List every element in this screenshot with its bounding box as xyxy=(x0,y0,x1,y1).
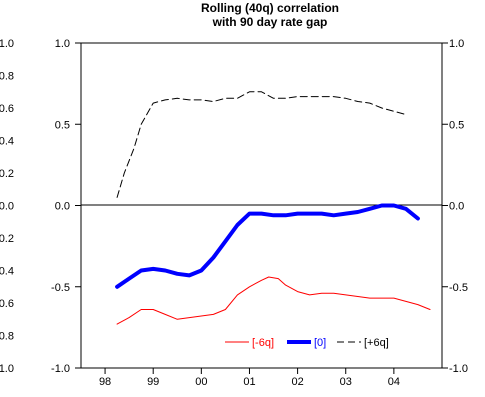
series-line-0 xyxy=(116,276,431,325)
x-tick-label: 03 xyxy=(340,376,352,388)
chart-title-line-1: Rolling (40q) correlation xyxy=(201,1,339,15)
legend-label: [+6q] xyxy=(364,337,389,349)
left-axis: 1.0 0.5 0.0 -0.5 -1.0 xyxy=(51,38,81,375)
series-line-1 xyxy=(115,203,420,289)
series-line-2 xyxy=(116,91,407,198)
right-y-tick-label: 0.0 xyxy=(449,201,464,213)
outer-y-tick-label: 0.6 xyxy=(0,103,14,115)
outer-y-tick-label: -0.2 xyxy=(0,233,14,245)
left-y-tick-label: 0.0 xyxy=(55,201,70,213)
legend-label: [0] xyxy=(314,337,326,349)
outer-y-tick-label: -0.4 xyxy=(0,266,14,278)
left-y-tick-label: 1.0 xyxy=(55,38,70,50)
right-y-tick-label: 1.0 xyxy=(449,38,464,50)
outer-y-tick-label: -0.6 xyxy=(0,298,14,310)
x-tick-label: 04 xyxy=(388,376,400,388)
outer-y-tick-label: -0.8 xyxy=(0,331,14,343)
left-outer-axis: 1.0 0.8 0.6 0.4 0.2 0.0 -0.2 -0.4 -0.6 -0.8 -1.0 xyxy=(0,38,14,375)
x-axis: 98 99 00 01 02 03 04 xyxy=(99,368,400,388)
x-tick-label: 00 xyxy=(195,376,207,388)
outer-y-tick-label: 0.8 xyxy=(0,71,14,83)
right-y-tick-label: -1.0 xyxy=(449,363,468,375)
series-layer xyxy=(115,91,431,325)
outer-y-tick-label: 0.2 xyxy=(0,168,14,180)
x-tick-label: 02 xyxy=(291,376,303,388)
right-y-tick-label: -0.5 xyxy=(449,282,468,294)
outer-y-tick-label: 1.0 xyxy=(0,38,14,50)
outer-y-tick-label: 0.0 xyxy=(0,201,14,213)
left-y-tick-label: -1.0 xyxy=(51,363,70,375)
outer-y-tick-label: -1.0 xyxy=(0,363,14,375)
x-tick-label: 99 xyxy=(147,376,159,388)
chart-title-line-2: with 90 day rate gap xyxy=(212,15,328,29)
left-y-tick-label: 0.5 xyxy=(55,119,70,131)
x-tick-label: 01 xyxy=(243,376,255,388)
right-y-tick-label: 0.5 xyxy=(449,119,464,131)
x-tick-label: 98 xyxy=(99,376,111,388)
legend-label: [-6q] xyxy=(252,337,274,349)
legend: [-6q] [0] [+6q] xyxy=(225,337,389,349)
outer-y-tick-label: 0.4 xyxy=(0,136,14,148)
right-axis: 1.0 0.5 0.0 -0.5 -1.0 xyxy=(442,38,468,375)
left-y-tick-label: -0.5 xyxy=(51,282,70,294)
